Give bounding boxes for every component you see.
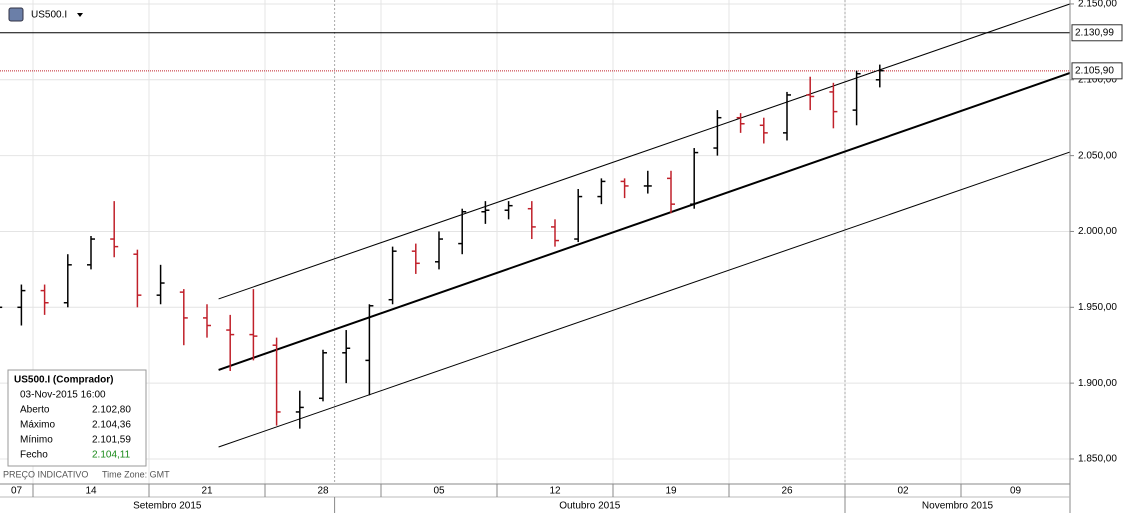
- info-value: 2.104,11: [92, 450, 131, 461]
- y-tick-label: 1.900,00: [1078, 378, 1117, 389]
- info-label: Máximo: [20, 420, 55, 431]
- price-level-label: 2.105,90: [1075, 65, 1114, 76]
- grid-layer: [0, 0, 1070, 484]
- info-value: 2.104,36: [92, 420, 131, 431]
- x-tick-label: 19: [665, 486, 677, 497]
- month-label: Novembro 2015: [922, 501, 994, 512]
- info-label: Aberto: [20, 405, 50, 416]
- y-tick-label: 2.150,00: [1078, 0, 1117, 10]
- month-label: Setembro 2015: [133, 501, 202, 512]
- y-tick-label: 1.950,00: [1078, 302, 1117, 313]
- price-level-label: 2.130,99: [1075, 27, 1114, 38]
- info-box-frame: [7, 369, 147, 467]
- y-tick-label: 1.850,00: [1078, 454, 1117, 465]
- x-tick-label: 05: [433, 486, 445, 497]
- trend-line: [218, 151, 1070, 448]
- x-tick-label: 26: [781, 486, 793, 497]
- price-level-box: [1071, 24, 1123, 42]
- info-rows: Aberto 2.102,80 Máximo 2.104,36 Mínimo 2.101,…: [20, 405, 131, 461]
- info-value: 2.102,80: [92, 405, 131, 416]
- x-tick-label: 28: [317, 486, 329, 497]
- plot-layer: [0, 3, 1070, 448]
- info-label: Fecho: [20, 450, 48, 461]
- info-datetime: 03-Nov-2015 16:00: [20, 390, 106, 401]
- info-label: Mínimo: [20, 435, 53, 446]
- trend-line: [218, 3, 1070, 300]
- axes-layer: 1.850,00 1.900,00 1.950,00 2.000,00 2.050,00…: [11, 0, 1123, 513]
- price-level-box: [1071, 62, 1123, 80]
- month-label: Outubro 2015: [559, 501, 621, 512]
- instrument-icon: [8, 7, 24, 22]
- x-tick-label: 14: [85, 486, 97, 497]
- footer-note: PREÇO INDICATIVO: [3, 469, 88, 479]
- x-tick-label: 02: [897, 486, 909, 497]
- dropdown-arrow[interactable]: [77, 13, 83, 17]
- info-title: US500.I (Comprador): [14, 375, 113, 386]
- x-tick-label: 07: [11, 486, 23, 497]
- trend-line: [218, 71, 1070, 371]
- y-tick-label: 2.100,00: [1078, 74, 1117, 85]
- x-tick-label: 09: [1010, 486, 1022, 497]
- info-box: US500.I (Comprador) 03-Nov-2015 16:00 Ab…: [7, 369, 147, 467]
- x-tick-label: 12: [549, 486, 561, 497]
- info-value: 2.101,59: [92, 435, 131, 446]
- y-tick-label: 2.050,00: [1078, 150, 1117, 161]
- y-tick-label: 2.000,00: [1078, 226, 1117, 237]
- x-tick-label: 21: [201, 486, 213, 497]
- timezone: Time Zone: GMT: [102, 469, 170, 479]
- instrument-title[interactable]: US500.I: [31, 10, 67, 21]
